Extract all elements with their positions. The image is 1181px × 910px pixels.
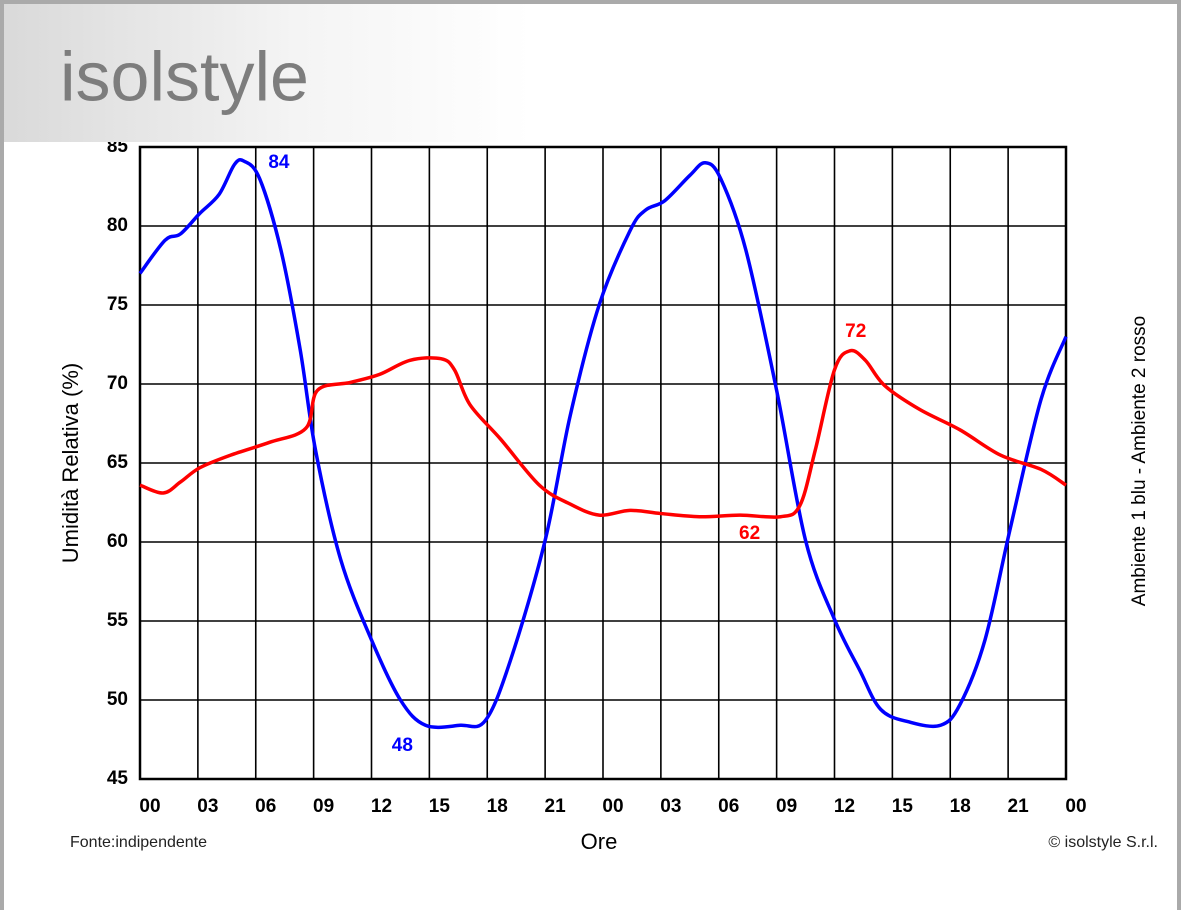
series-line — [138, 157, 1068, 730]
x-tick-label: 21 — [545, 796, 567, 817]
x-tick-label: 15 — [892, 796, 914, 817]
x-axis-label: Ore — [581, 829, 618, 854]
annotation: 62 — [739, 523, 760, 544]
annotation: 72 — [845, 321, 866, 342]
x-tick-label: 18 — [487, 796, 508, 817]
y-tick-label: 80 — [107, 215, 128, 236]
x-tick-label: 03 — [197, 796, 218, 817]
y-tick-label: 55 — [107, 610, 129, 631]
y-tick-label: 70 — [107, 373, 128, 394]
x-tick-label: 06 — [718, 796, 739, 817]
plot-border — [138, 145, 1068, 781]
x-tick-label: 12 — [371, 796, 392, 817]
y-tick-label: 60 — [107, 531, 128, 552]
y-tick-label: 65 — [107, 452, 129, 473]
series-line — [139, 348, 1067, 519]
x-tick-label: 15 — [429, 796, 451, 817]
x-tick-label: 03 — [660, 796, 681, 817]
annotation: 84 — [268, 152, 290, 173]
y-axis-label: Umidità Relativa (%) — [58, 363, 83, 564]
source: Fonte:indipendente — [70, 834, 207, 851]
x-tick-label: 21 — [1008, 796, 1030, 817]
logo: isolstyle — [60, 37, 309, 115]
x-tick-label: 18 — [950, 796, 971, 817]
annotation: 48 — [392, 735, 413, 756]
header-band — [0, 0, 1181, 142]
x-tick-label: 06 — [255, 796, 276, 817]
x-tick-label: 00 — [602, 796, 623, 817]
copyright: © isolstyle S.r.l. — [1048, 834, 1158, 851]
right-label: Ambiente 1 blu - Ambiente 2 rosso — [1129, 316, 1150, 606]
y-tick-label: 75 — [107, 294, 129, 315]
x-tick-label: 00 — [139, 796, 160, 817]
y-tick-label: 50 — [107, 689, 128, 710]
x-tick-label: 09 — [776, 796, 797, 817]
y-tick-label: 45 — [107, 768, 129, 789]
x-tick-label: 00 — [1065, 796, 1086, 817]
x-tick-label: 12 — [834, 796, 855, 817]
x-tick-label: 09 — [313, 796, 334, 817]
